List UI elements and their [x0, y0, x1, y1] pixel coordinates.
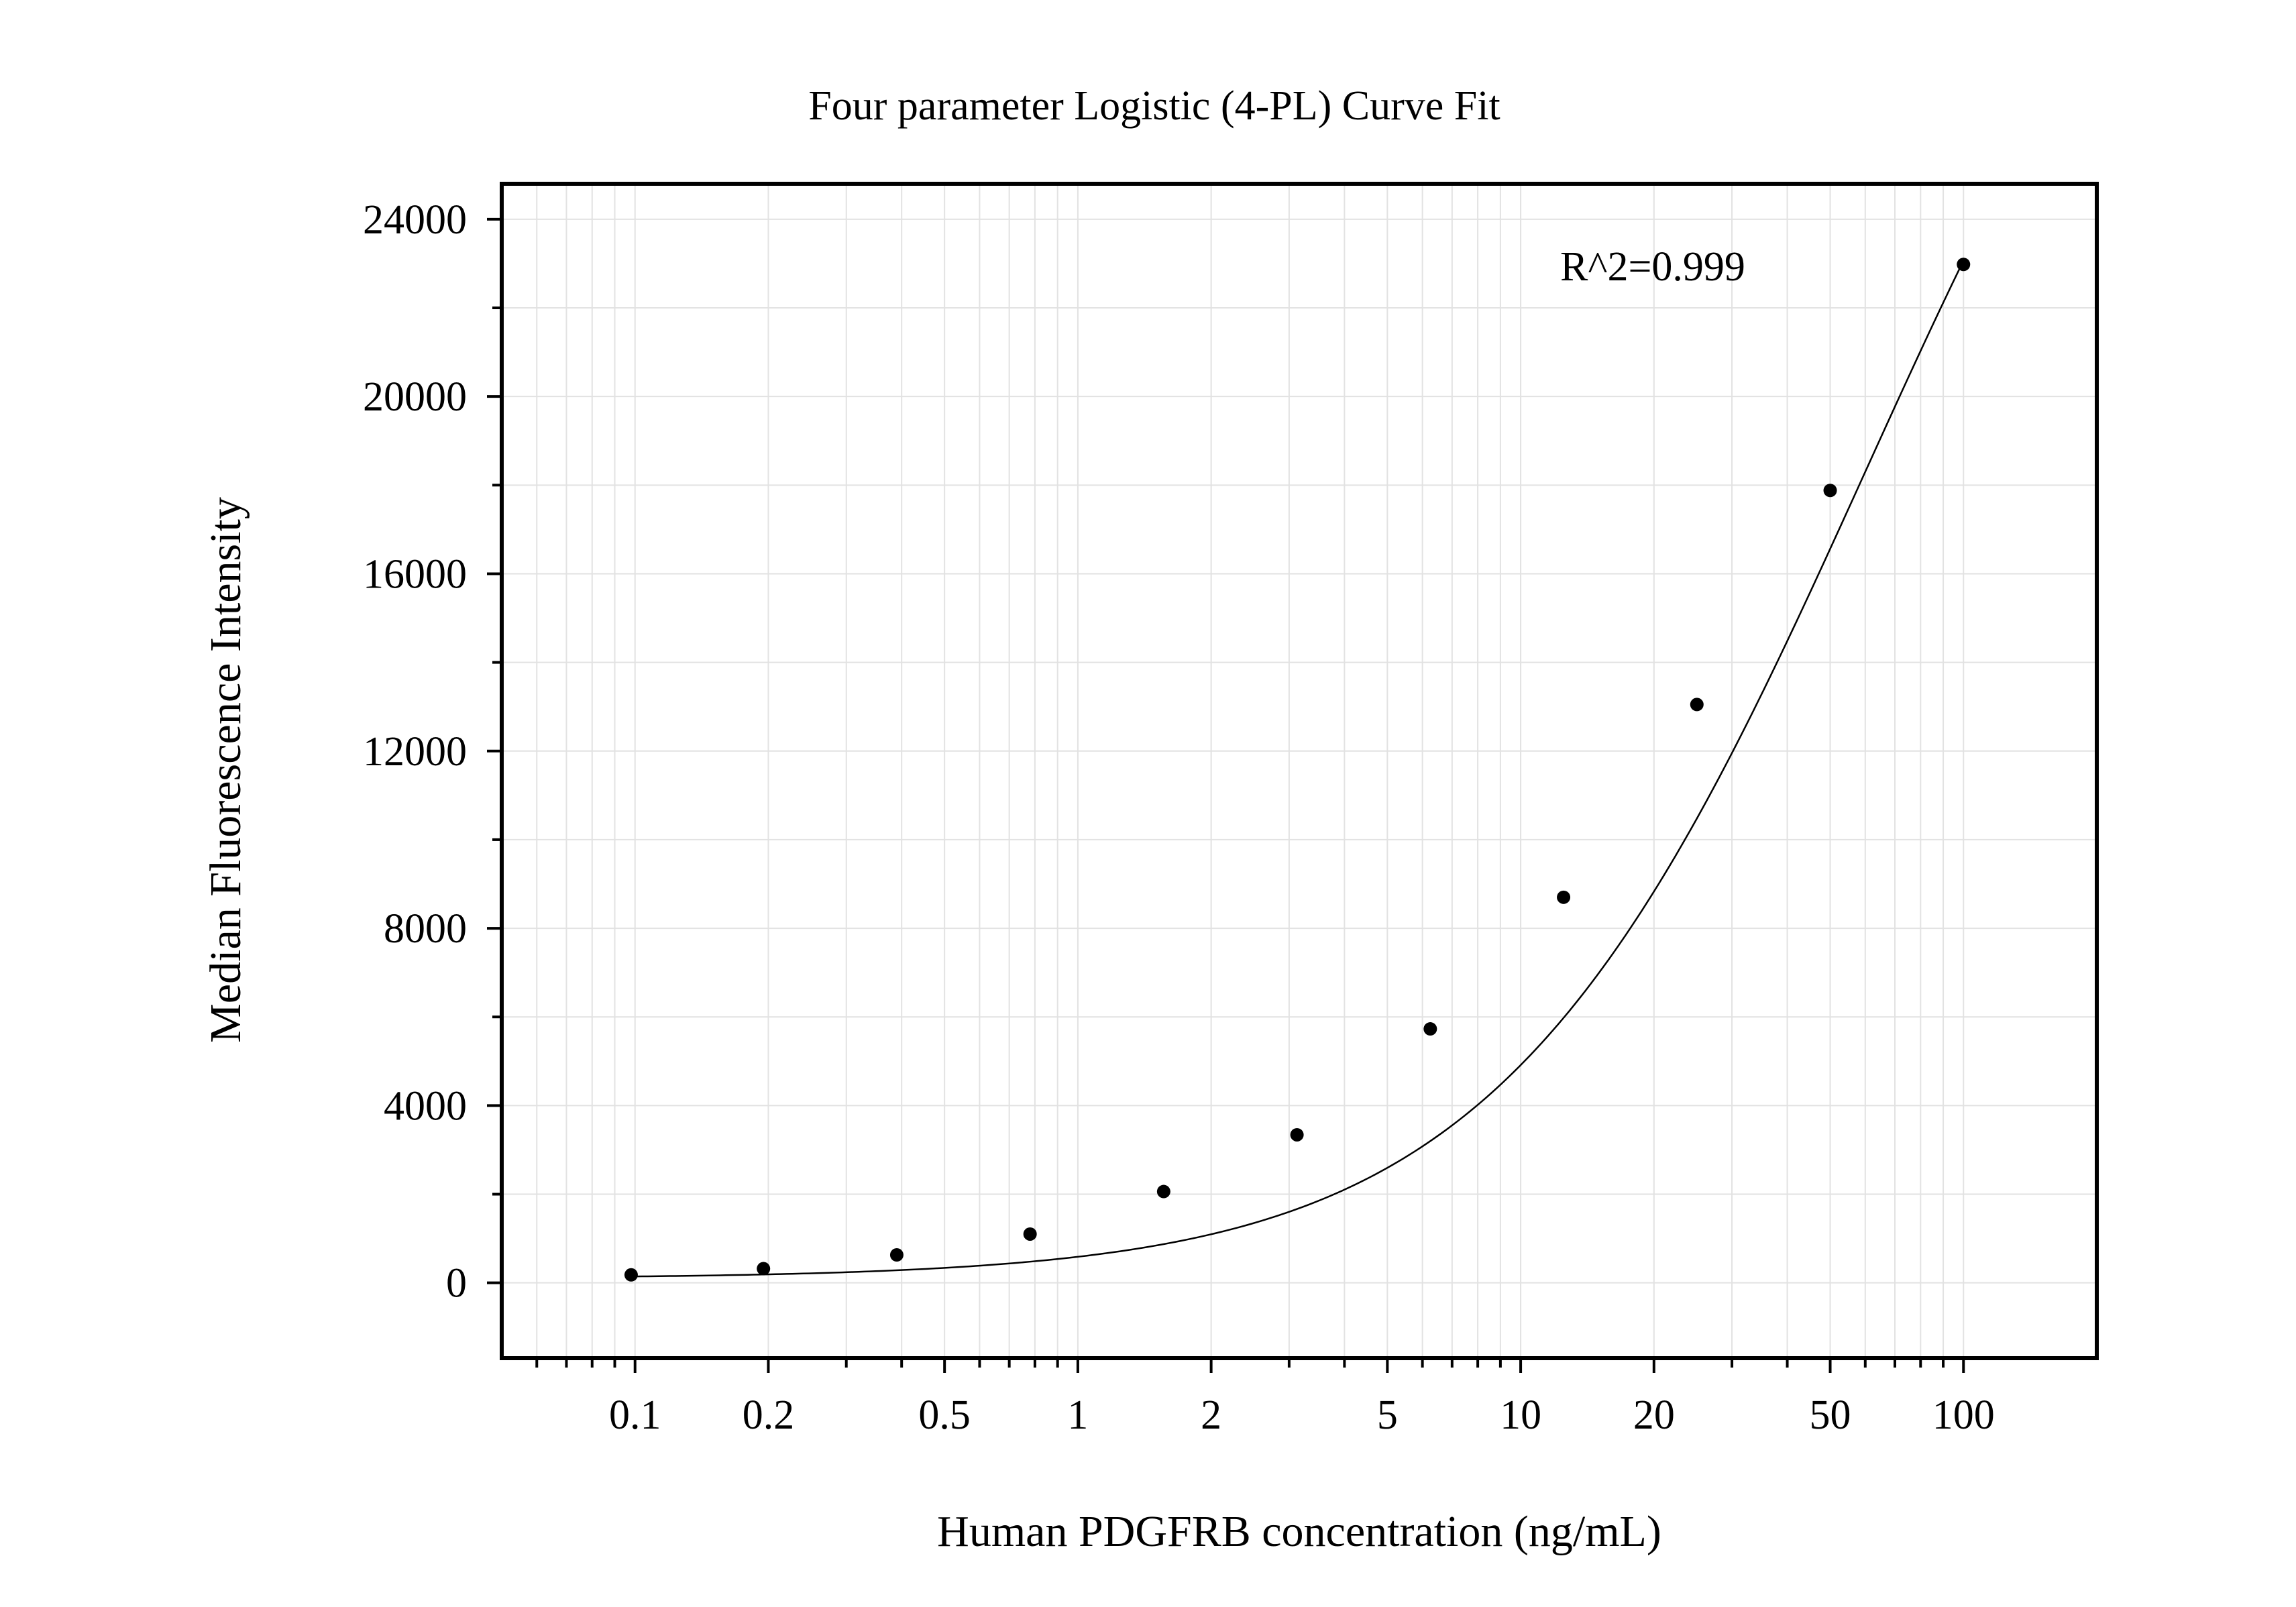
data-point: [1557, 890, 1571, 904]
data-point: [1156, 1184, 1170, 1199]
fit-curve: [631, 260, 1965, 1278]
data-point: [624, 1268, 638, 1282]
data-point: [1023, 1227, 1037, 1241]
x-tick-label: 0.5: [918, 1392, 971, 1438]
x-tick-label: 50: [1810, 1392, 1851, 1438]
data-point: [1290, 1127, 1304, 1142]
data-point: [889, 1248, 904, 1262]
fit-curve-layer: [631, 260, 1965, 1278]
data-points: [624, 258, 1971, 1282]
y-tick-label: 16000: [363, 551, 467, 597]
x-tick-label: 20: [1633, 1392, 1675, 1438]
data-point: [757, 1262, 771, 1276]
x-axis-label: Human PDGFRB concentration (ng/mL): [937, 1507, 1661, 1556]
x-axis: 0.1 0.2 0.5 1 2 5 10 20 50 100: [535, 1358, 1995, 1438]
x-tick-label: 2: [1201, 1392, 1221, 1438]
x-tick-label: 0.1: [609, 1392, 661, 1438]
y-tick-label: 8000: [384, 906, 467, 952]
plot-frame: [500, 182, 2099, 1360]
x-tick-label: 0.2: [743, 1392, 795, 1438]
y-axis: 0 4000 8000 12000 16000 20000 24000: [363, 197, 502, 1307]
r-squared-annotation: R^2=0.999: [1560, 244, 1745, 290]
x-tick-label: 1: [1067, 1392, 1088, 1438]
data-point: [1957, 258, 1971, 272]
y-axis-label: Median Fluorescence Intensity: [201, 497, 250, 1043]
x-tick-label: 5: [1377, 1392, 1398, 1438]
x-tick-label: 100: [1932, 1392, 1995, 1438]
grid: [502, 184, 2097, 1358]
y-tick-label: 20000: [363, 374, 467, 420]
y-tick-label: 24000: [363, 197, 467, 243]
y-tick-label: 4000: [384, 1083, 467, 1129]
x-tick-label: 10: [1500, 1392, 1541, 1438]
y-tick-label: 0: [446, 1261, 467, 1307]
chart-title: Four parameter Logistic (4-PL) Curve Fit: [808, 83, 1500, 129]
data-point: [1423, 1022, 1437, 1036]
data-point: [1823, 484, 1837, 498]
data-point: [1690, 698, 1704, 712]
y-tick-label: 12000: [363, 729, 467, 775]
